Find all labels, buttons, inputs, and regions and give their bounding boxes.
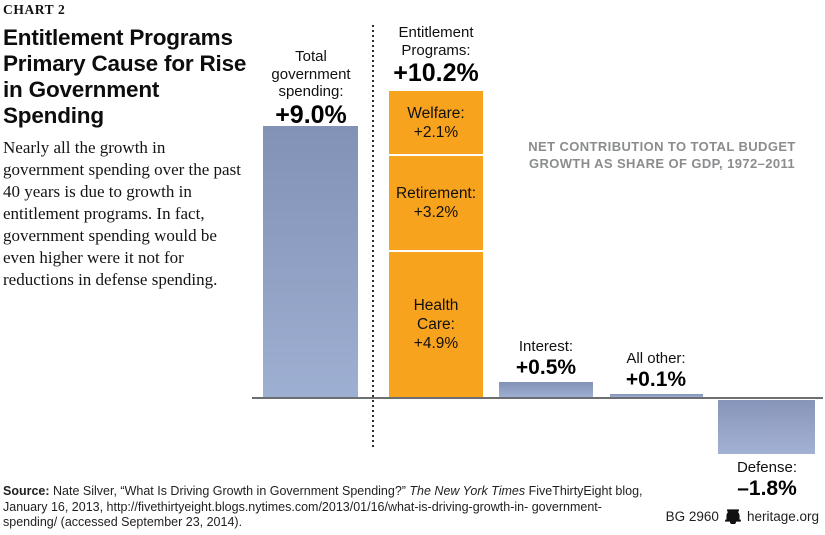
label-interest: Interest: +0.5% [476,338,616,380]
segment-health-care: Health Care: +4.9% [389,250,483,397]
document-id: BG 2960 [665,509,719,524]
bar-total-government-spending [263,126,358,397]
value-total-government-spending: +9.0% [275,100,347,129]
value-interest: +0.5% [515,355,577,379]
chart-number: CHART 2 [3,2,66,17]
label-defense: Defense: –1.8% [697,459,825,501]
dotted-divider-line [372,25,374,447]
value-defense: –1.8% [737,476,797,500]
value-retirement: +3.2% [413,204,459,221]
page-title: Entitlement Programs Primary Cause for R… [3,25,247,128]
value-all-other: +0.1% [625,367,687,391]
intro-paragraph: Nearly all the growth in government spen… [3,138,241,289]
heritage-bell-icon [725,509,741,525]
source-note: Source: Nate Silver, “What Is Driving Gr… [3,484,643,529]
value-health-care: +4.9% [413,335,459,352]
label-entitlement-programs: Entitlement Programs: +10.2% [366,24,506,88]
site-url: heritage.org [746,509,819,524]
segment-welfare: Welfare: +2.1% [389,91,483,154]
bar-all-other [610,394,703,397]
label-total-government-spending: Total government spending: +9.0% [241,48,381,130]
zero-baseline [252,397,823,399]
bar-interest [499,382,593,397]
value-welfare: +2.1% [413,123,459,141]
bar-defense [718,400,815,454]
footer-brand: BG 2960 heritage.org [665,509,819,525]
source-prefix: Source: [3,484,50,498]
segment-retirement: Retirement: +3.2% [389,154,483,250]
chart-annotation: NET CONTRIBUTION TO TOTAL BUDGET GROWTH … [528,139,796,171]
source-publication: The New York Times [409,484,526,498]
label-all-other: All other: +0.1% [586,350,726,392]
value-entitlement-programs: +10.2% [393,59,479,87]
bar-entitlement-programs: Welfare: +2.1% Retirement: +3.2% Health … [389,91,483,397]
